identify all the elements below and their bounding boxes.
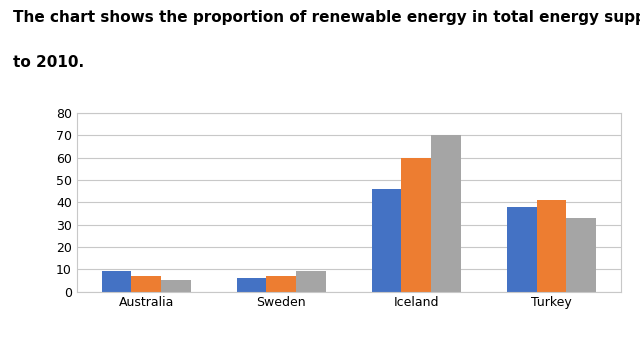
- Bar: [507, 207, 536, 292]
- Bar: [372, 189, 401, 292]
- Bar: [431, 135, 461, 292]
- Bar: [536, 200, 566, 292]
- Bar: [131, 276, 161, 292]
- Bar: [161, 281, 191, 292]
- Bar: [266, 276, 296, 292]
- Bar: [237, 278, 266, 292]
- Legend: 1997, 2000, 2010: 1997, 2000, 2010: [253, 337, 445, 343]
- Bar: [401, 158, 431, 292]
- Text: The chart shows the proportion of renewable energy in total energy supply in 4 c: The chart shows the proportion of renewa…: [13, 10, 640, 25]
- Bar: [296, 272, 326, 292]
- Bar: [566, 218, 596, 292]
- Text: to 2010.: to 2010.: [13, 55, 84, 70]
- Bar: [102, 272, 131, 292]
